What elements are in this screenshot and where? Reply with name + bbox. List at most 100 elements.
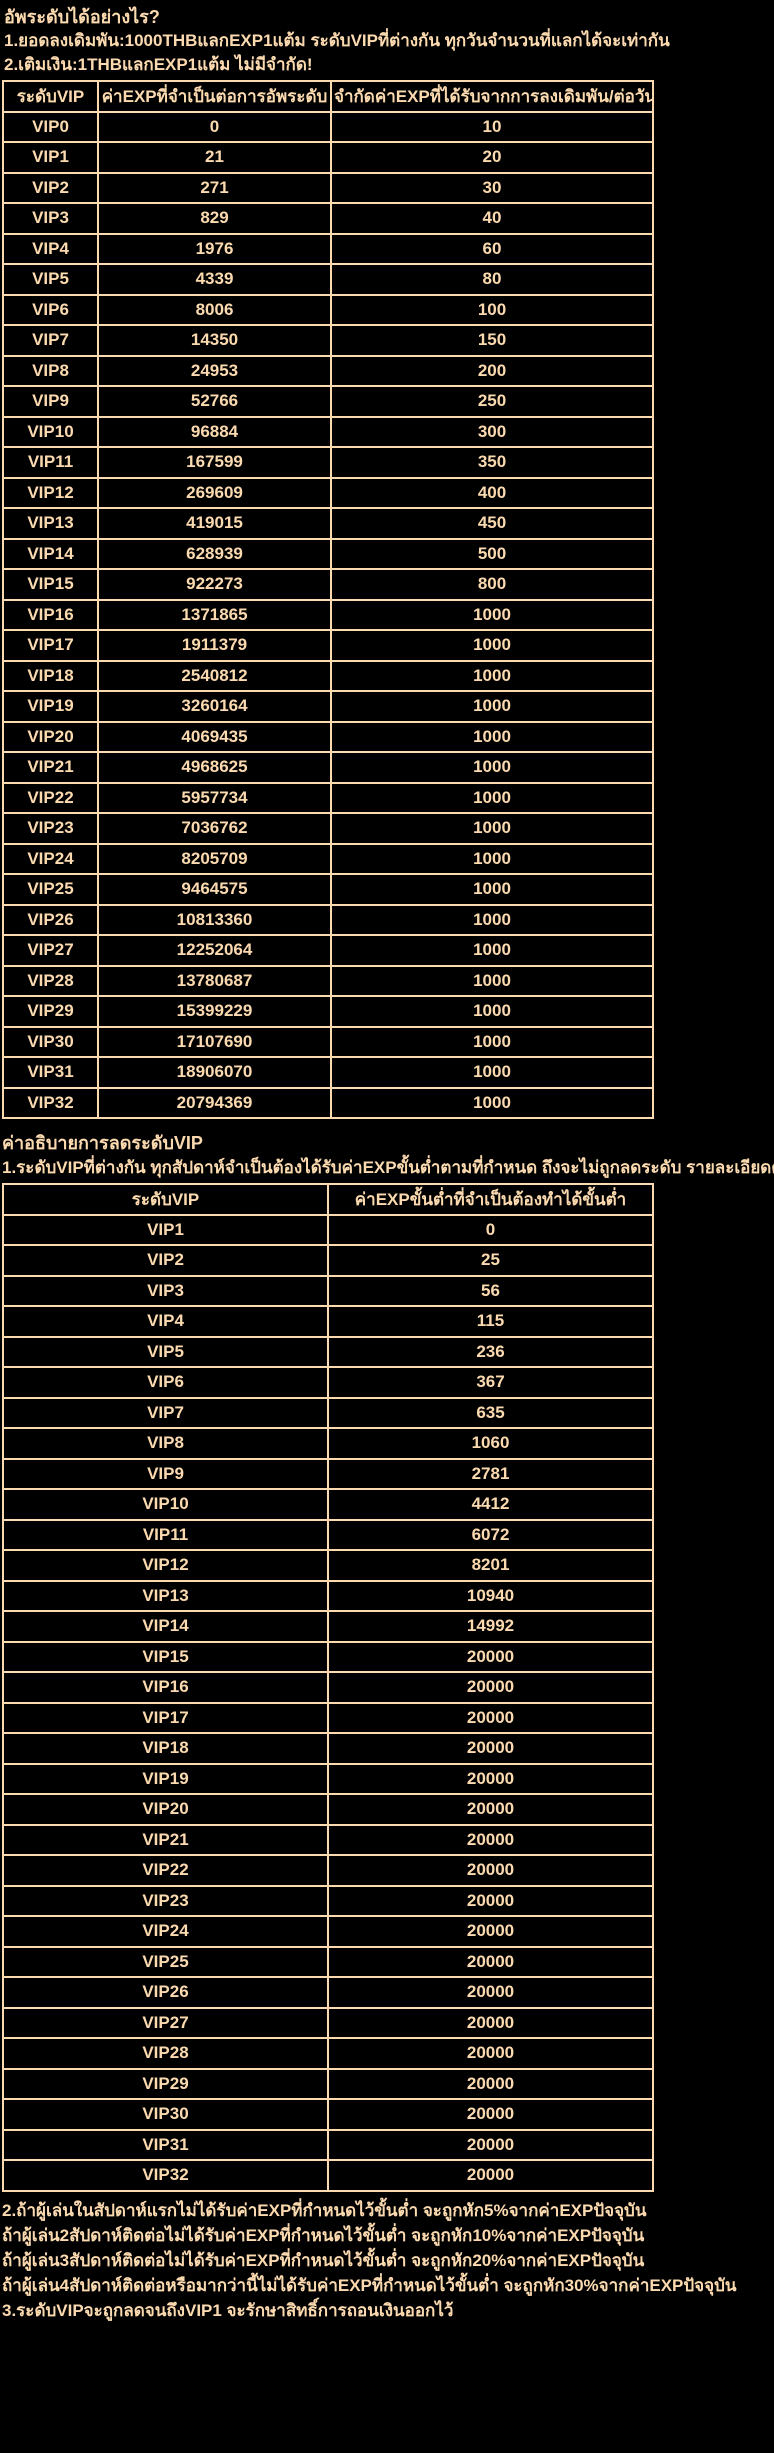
how-to-level-up-title: อัพระดับได้อย่างไร? [4, 7, 160, 27]
col-header-exp-daily-limit: จำกัดค่าEXPที่ได้รับจากการลงเดิมพัน/ต่อว… [330, 80, 654, 113]
vip-level-cell: VIP5 [2, 1335, 329, 1368]
vip-level-cell: VIP27 [2, 2006, 329, 2039]
vip-level-cell: VIP15 [2, 568, 99, 601]
table-row: VIP18 20000 [2, 1732, 654, 1765]
table-row: VIP7 635 [2, 1396, 654, 1429]
level-up-rule-betting: 1.ยอดลงเดิมพัน:1000THBแลกEXP1แต้ม ระดับV… [4, 31, 670, 50]
vip-level-cell: VIP6 [2, 293, 99, 326]
vip-level-cell: VIP4 [2, 1305, 329, 1338]
exp-value-cell: 15399229 [97, 995, 332, 1028]
exp-value-cell: 400 [330, 476, 654, 509]
vip-level-cell: VIP21 [2, 751, 99, 784]
how-to-level-up-section: อัพระดับได้อย่างไร? 1.ยอดลงเดิมพัน:1000T… [0, 0, 774, 77]
exp-value-cell: 1000 [330, 842, 654, 875]
vip-level-cell: VIP8 [2, 1427, 329, 1460]
table-row: VIP18 2540812 1000 [2, 659, 654, 692]
exp-value-cell: 1000 [330, 873, 654, 906]
exp-value-cell: 4339 [97, 263, 332, 296]
exp-value-cell: 500 [330, 537, 654, 570]
exp-value-cell: 635 [327, 1396, 654, 1429]
vip-level-cell: VIP2 [2, 171, 99, 204]
vip-level-cell: VIP14 [2, 1610, 329, 1643]
vip-level-cell: VIP7 [2, 1396, 329, 1429]
col-header-vip-level: ระดับVIP [2, 1183, 329, 1216]
exp-value-cell: 17107690 [97, 1025, 332, 1058]
exp-value-cell: 1000 [330, 781, 654, 814]
vip-level-cell: VIP17 [2, 1701, 329, 1734]
table-row: VIP13 419015 450 [2, 507, 654, 540]
exp-value-cell: 10813360 [97, 903, 332, 936]
table-row: VIP7 14350 150 [2, 324, 654, 357]
exp-value-cell: 20000 [327, 1671, 654, 1704]
downgrade-title: ค่าอธิบายการลดระดับVIP [2, 1133, 203, 1153]
exp-value-cell: 0 [327, 1213, 654, 1246]
exp-value-cell: 922273 [97, 568, 332, 601]
vip-level-cell: VIP1 [2, 141, 99, 174]
exp-value-cell: 10940 [327, 1579, 654, 1612]
exp-value-cell: 7036762 [97, 812, 332, 845]
table-row: VIP30 20000 [2, 2098, 654, 2131]
exp-value-cell: 60 [330, 232, 654, 265]
vip-level-cell: VIP10 [2, 415, 99, 448]
table-row: VIP20 4069435 1000 [2, 720, 654, 753]
exp-value-cell: 1000 [330, 812, 654, 845]
exp-value-cell: 1000 [330, 903, 654, 936]
exp-value-cell: 1000 [330, 1025, 654, 1058]
exp-value-cell: 1000 [330, 598, 654, 631]
table-row: VIP1 0 [2, 1213, 654, 1246]
exp-value-cell: 20000 [327, 1945, 654, 1978]
exp-value-cell: 800 [330, 568, 654, 601]
vip-level-cell: VIP20 [2, 1793, 329, 1826]
exp-value-cell: 20000 [327, 2067, 654, 2100]
exp-value-cell: 350 [330, 446, 654, 479]
exp-value-cell: 20000 [327, 1884, 654, 1917]
vip-level-cell: VIP3 [2, 202, 99, 235]
exp-value-cell: 24953 [97, 354, 332, 387]
exp-value-cell: 8006 [97, 293, 332, 326]
table-row: VIP8 24953 200 [2, 354, 654, 387]
exp-value-cell: 1976 [97, 232, 332, 265]
exp-value-cell: 18906070 [97, 1056, 332, 1089]
exp-value-cell: 13780687 [97, 964, 332, 997]
exp-value-cell: 80 [330, 263, 654, 296]
vip-level-cell: VIP24 [2, 842, 99, 875]
exp-value-cell: 1000 [330, 659, 654, 692]
exp-value-cell: 20000 [327, 2037, 654, 2070]
vip-weekly-min-exp-table: ระดับVIP ค่าEXPขั้นต่ำที่จำเป็นต้องทำได้… [2, 1183, 654, 2192]
vip-level-cell: VIP10 [2, 1488, 329, 1521]
exp-value-cell: 167599 [97, 446, 332, 479]
vip-level-cell: VIP19 [2, 1762, 329, 1795]
table-row: VIP11 6072 [2, 1518, 654, 1551]
table-row: VIP23 7036762 1000 [2, 812, 654, 845]
exp-value-cell: 1000 [330, 1056, 654, 1089]
exp-value-cell: 450 [330, 507, 654, 540]
exp-value-cell: 14992 [327, 1610, 654, 1643]
table-row: VIP22 20000 [2, 1854, 654, 1887]
col-header-vip-level: ระดับVIP [2, 80, 99, 113]
exp-value-cell: 30 [330, 171, 654, 204]
vip-level-cell: VIP21 [2, 1823, 329, 1856]
exp-value-cell: 6072 [327, 1518, 654, 1551]
table-row: VIP21 20000 [2, 1823, 654, 1856]
exp-value-cell: 1000 [330, 690, 654, 723]
exp-value-cell: 1911379 [97, 629, 332, 662]
vip-level-cell: VIP9 [2, 1457, 329, 1490]
exp-value-cell: 20000 [327, 1732, 654, 1765]
table-row: VIP10 96884 300 [2, 415, 654, 448]
vip-weekly-table-body: VIP1 0 VIP2 25 VIP3 56 VIP4 115 VIP5 236 VIP6 367 VI… [2, 1213, 654, 2192]
table-row: VIP3 829 40 [2, 202, 654, 235]
table-row: VIP5 4339 80 [2, 263, 654, 296]
vip-level-cell: VIP23 [2, 812, 99, 845]
exp-value-cell: 100 [330, 293, 654, 326]
exp-value-cell: 8201 [327, 1549, 654, 1582]
exp-value-cell: 0 [97, 110, 332, 143]
exp-value-cell: 20000 [327, 1976, 654, 2009]
exp-value-cell: 1000 [330, 934, 654, 967]
vip-level-cell: VIP22 [2, 1854, 329, 1887]
exp-value-cell: 20000 [327, 2159, 654, 2192]
table-row: VIP6 367 [2, 1366, 654, 1399]
vip-level-cell: VIP12 [2, 1549, 329, 1582]
exp-value-cell: 20000 [327, 2098, 654, 2131]
vip-level-cell: VIP8 [2, 354, 99, 387]
